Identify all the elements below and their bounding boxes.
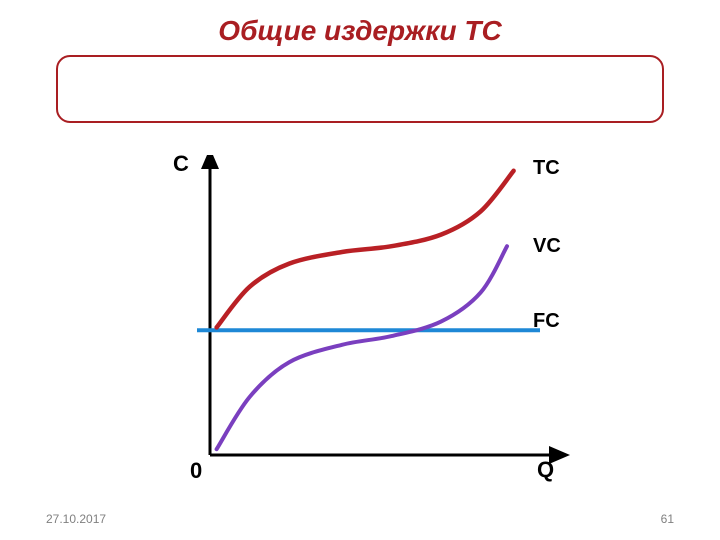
cost-curves-chart: C Q 0 TC VC FC: [195, 155, 575, 485]
title-text: Общие издержки TC: [218, 15, 501, 46]
y-axis-label: C: [173, 151, 189, 177]
fc-label: FC: [533, 310, 560, 333]
definition-box: [56, 55, 664, 123]
origin-label: 0: [190, 458, 202, 484]
page-title: Общие издержки TC: [0, 15, 720, 47]
footer-page: 61: [661, 512, 674, 526]
footer-date: 27.10.2017: [46, 512, 106, 526]
x-axis-label: Q: [537, 457, 554, 483]
vc-label: VC: [533, 235, 561, 258]
tc-label: TC: [533, 157, 560, 180]
chart-svg: [195, 155, 575, 485]
